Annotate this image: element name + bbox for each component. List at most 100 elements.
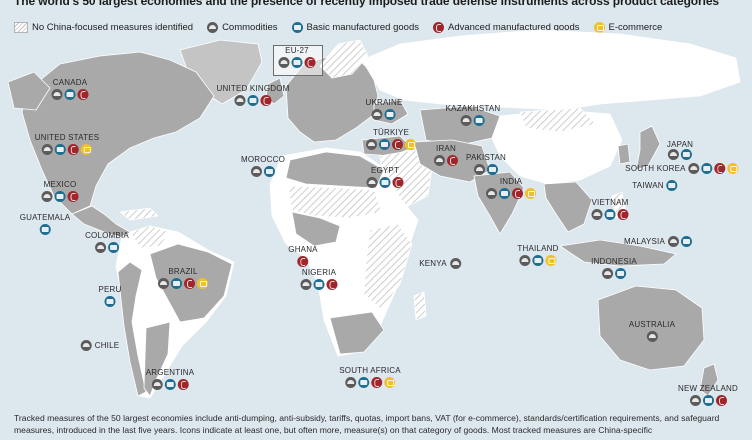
advanced-goods-icon <box>326 279 338 290</box>
commodities-icon <box>41 191 53 202</box>
legend-commodities: Commodities <box>207 22 278 33</box>
country-name: UNITED STATES <box>34 133 100 142</box>
country-japan[interactable]: JAPAN <box>667 140 693 160</box>
country-thailand[interactable]: THAILAND <box>517 244 558 266</box>
country-brazil[interactable]: BRAZIL <box>158 267 208 289</box>
icon-group <box>39 224 51 235</box>
icon-group <box>297 256 309 267</box>
ecommerce-icon <box>593 22 605 33</box>
country-mexico[interactable]: MEXICO <box>41 180 79 202</box>
country-new-zealand[interactable]: NEW ZEALAND <box>678 384 738 406</box>
country-name: BRAZIL <box>168 267 198 276</box>
country-nigeria[interactable]: NIGERIA <box>300 268 338 290</box>
country-egypt[interactable]: EGYPT <box>366 166 404 188</box>
basic-goods-icon <box>164 379 176 390</box>
andes-shape <box>117 261 147 397</box>
mongolia-shape <box>519 107 597 133</box>
basic-goods-icon <box>680 149 692 160</box>
icon-group <box>449 258 461 269</box>
country-ghana[interactable]: GHANA <box>288 245 318 267</box>
commodities-icon <box>366 139 377 150</box>
commodities-icon <box>602 268 613 279</box>
icon-group <box>104 296 116 307</box>
country-name: TÜRKIYE <box>372 128 410 137</box>
country-name: IRAN <box>436 144 456 153</box>
basic-goods-icon <box>385 109 396 120</box>
icon-group <box>300 279 338 290</box>
country-guatemala[interactable]: GUATEMALA <box>20 213 71 235</box>
commodities-icon <box>95 242 106 253</box>
country-name: AUSTRALIA <box>628 320 676 329</box>
legend-label: Basic manufactured goods <box>306 22 419 33</box>
country-name: EGYPT <box>370 166 400 175</box>
country-pakistan[interactable]: PAKISTAN <box>466 153 506 175</box>
country-canada[interactable]: CANADA <box>51 78 89 100</box>
commodities-icon <box>434 155 445 166</box>
country-south-africa[interactable]: SOUTH AFRICA <box>339 366 401 388</box>
advanced-goods-icon <box>184 278 195 289</box>
basic-goods-icon <box>108 242 119 253</box>
commodities-icon <box>250 166 262 177</box>
country-name: KENYA <box>419 259 447 268</box>
country-row: MALAYSIA <box>623 236 693 247</box>
basic-goods-icon <box>54 191 66 202</box>
country-name: JAPAN <box>666 140 694 149</box>
legend-label: E-commerce <box>608 22 663 33</box>
icon-group <box>158 278 208 289</box>
country-name: EU-27 <box>285 46 309 55</box>
ecommerce-icon <box>81 144 92 155</box>
country-united-kingdom[interactable]: UNITED KINGDOM <box>216 84 289 106</box>
basic-goods-icon <box>64 89 76 100</box>
country-name: ARGENTINA <box>145 368 195 377</box>
basic-goods-icon <box>499 188 510 199</box>
country-taiwan[interactable]: TAIWAN <box>632 180 678 191</box>
icon-group <box>666 180 678 191</box>
country-name: INDONESIA <box>591 257 637 266</box>
country-name: MALAYSIA <box>623 237 666 246</box>
commodities-icon <box>473 164 485 175</box>
country-south-korea[interactable]: SOUTH KOREA <box>625 163 739 174</box>
korea-shape <box>617 143 631 165</box>
country-chile[interactable]: CHILE <box>80 340 120 351</box>
icon-group <box>278 57 316 68</box>
indonesia-shape <box>559 239 677 267</box>
country-malaysia[interactable]: MALAYSIA <box>623 236 693 247</box>
commodities-icon <box>519 255 531 266</box>
south-africa-shape <box>329 311 385 355</box>
venezuela-region-shape <box>129 225 171 249</box>
country-turkiye[interactable]: TÜRKIYE <box>366 128 416 150</box>
legend-ecommerce: E-commerce <box>593 22 663 33</box>
country-kenya[interactable]: KENYA <box>419 258 461 269</box>
north-africa-shape <box>285 151 385 189</box>
country-india[interactable]: INDIA <box>486 177 536 199</box>
icon-group <box>80 340 92 351</box>
country-kazakhstan[interactable]: KAZAKHSTAN <box>446 104 501 126</box>
country-indonesia[interactable]: INDONESIA <box>591 257 637 279</box>
country-morocco[interactable]: MOROCCO <box>241 155 285 177</box>
legend-label: Commodities <box>222 22 278 33</box>
advanced-goods-icon <box>447 155 458 166</box>
country-argentina[interactable]: ARGENTINA <box>146 368 194 390</box>
country-australia[interactable]: AUSTRALIA <box>629 320 675 342</box>
sahel-shape <box>287 185 383 219</box>
basic-goods-icon <box>379 139 390 150</box>
icon-group <box>151 379 189 390</box>
country-eu-27[interactable]: EU-27 <box>278 46 316 68</box>
country-vietnam[interactable]: VIETNAM <box>591 198 629 220</box>
caribbean-shape <box>119 207 159 221</box>
commodities-icon <box>461 115 472 126</box>
country-name: COLOMBIA <box>85 231 129 240</box>
advanced-goods-icon <box>260 95 272 106</box>
icon-group <box>42 144 92 155</box>
country-peru[interactable]: PERU <box>98 285 121 307</box>
country-ukraine[interactable]: UKRAINE <box>366 98 403 120</box>
india-shape <box>473 171 525 235</box>
country-colombia[interactable]: COLOMBIA <box>85 231 129 253</box>
commodities-icon <box>300 279 312 290</box>
country-united-states[interactable]: UNITED STATES <box>35 133 100 155</box>
icon-group <box>434 155 458 166</box>
japan-shape <box>635 125 661 171</box>
country-iran[interactable]: IRAN <box>434 144 458 166</box>
icon-group <box>41 191 79 202</box>
